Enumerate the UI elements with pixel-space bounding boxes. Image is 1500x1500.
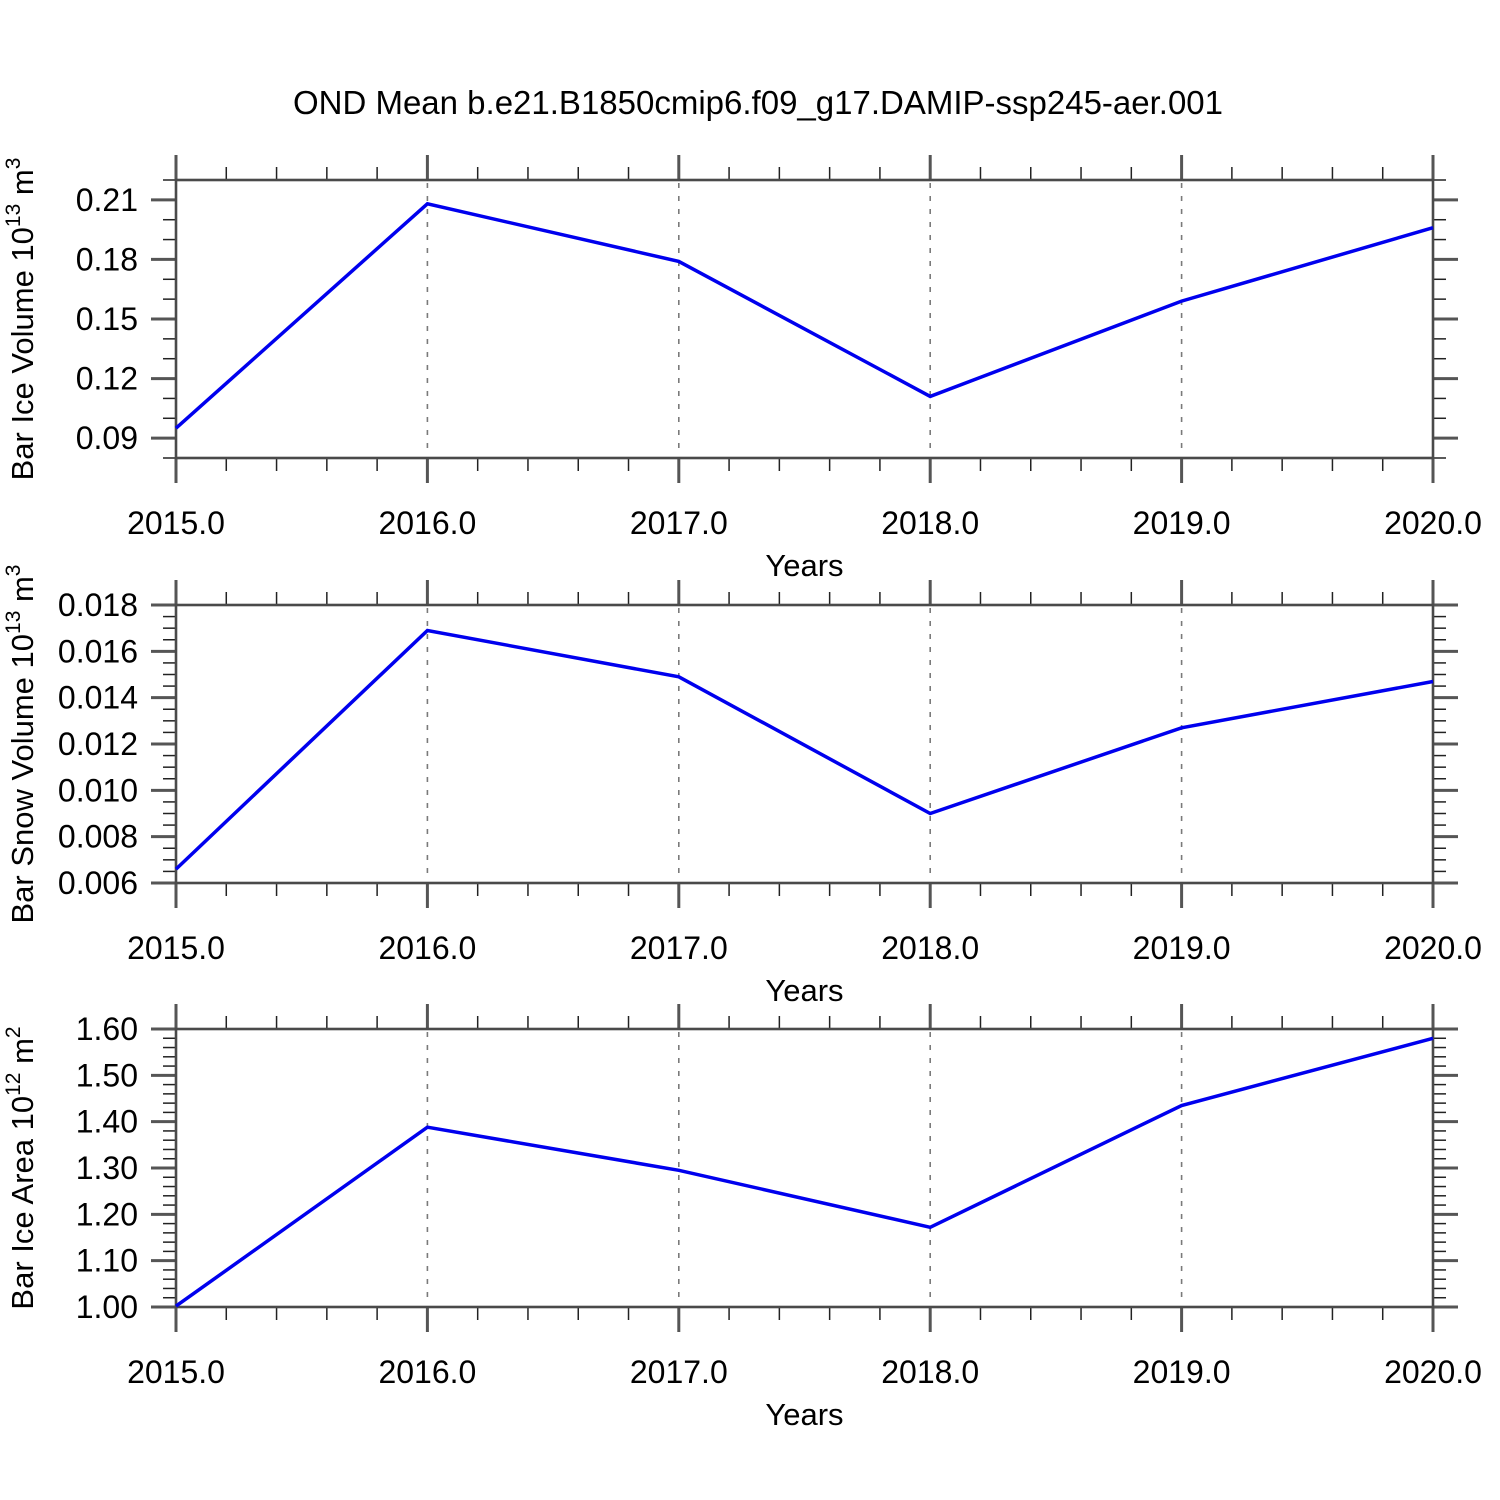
y-tick-label: 0.012 [58, 726, 138, 762]
plot-frame [174, 603, 1435, 885]
y-tick-label: 1.60 [76, 1011, 138, 1047]
x-axis-label: Years [765, 1397, 843, 1432]
y-tick-label: 0.12 [76, 361, 138, 397]
x-tick-label: 2015.0 [127, 1354, 225, 1390]
y-tick-label: 0.09 [76, 420, 138, 456]
x-tick-label: 2018.0 [881, 1354, 979, 1390]
plot-frame [174, 1027, 1435, 1309]
x-tick-label: 2019.0 [1133, 1354, 1231, 1390]
x-tick-label: 2015.0 [127, 930, 225, 966]
x-tick-label: 2020.0 [1384, 505, 1482, 541]
x-tick-label: 2019.0 [1133, 505, 1231, 541]
x-tick-label: 2017.0 [630, 1354, 728, 1390]
panel-ice-volume: 0.09 0.12 0.15 0.18 0.21 2015.0 2016.0 2017.0 20… [2, 155, 1482, 583]
x-tick-label: 2020.0 [1384, 1354, 1482, 1390]
x-tick-label: 2016.0 [378, 930, 476, 966]
y-axis-label: Bar Ice Area 1012 m2 [2, 1026, 40, 1309]
x-axis-label: Years [765, 973, 843, 1008]
x-tick-label: 2018.0 [881, 930, 979, 966]
y-tick-label: 0.18 [76, 241, 138, 277]
y-tick-label: 0.010 [58, 772, 138, 808]
y-tick-label: 1.20 [76, 1196, 138, 1232]
chart-title: OND Mean b.e21.B1850cmip6.f09_g17.DAMIP-… [292, 84, 1224, 121]
y-tick-label: 0.018 [58, 587, 138, 623]
plot-frame [174, 178, 1435, 460]
x-tick-label: 2016.0 [378, 505, 476, 541]
series-line-ice-area [174, 1036, 1434, 1308]
series-line-snow-volume [174, 628, 1434, 871]
x-axis-label: Years [765, 548, 843, 583]
panel-ice-area: 1.00 1.10 1.20 1.30 1.40 1.50 1.60 2015.0 2016.0… [2, 1004, 1482, 1432]
y-tick-label: 0.15 [76, 301, 138, 337]
y-tick-label: 1.30 [76, 1150, 138, 1186]
x-tick-label: 2019.0 [1133, 930, 1231, 966]
y-tick-label: 0.21 [76, 182, 138, 218]
x-tick-label: 2017.0 [630, 930, 728, 966]
y-tick-label: 1.50 [76, 1057, 138, 1093]
y-tick-label: 1.10 [76, 1243, 138, 1279]
y-tick-label: 0.006 [58, 865, 138, 901]
y-axis-label: Bar Snow Volume 1013 m3 [2, 565, 40, 924]
x-tick-label: 2016.0 [378, 1354, 476, 1390]
y-tick-label: 0.014 [58, 680, 138, 716]
x-tick-label: 2018.0 [881, 505, 979, 541]
panel-snow-volume: 0.006 0.008 0.010 0.012 0.014 0.016 0.018 2015.… [2, 565, 1482, 1009]
series-line-ice-volume [174, 201, 1434, 430]
y-tick-label: 0.008 [58, 819, 138, 855]
x-tick-label: 2020.0 [1384, 930, 1482, 966]
x-tick-label: 2017.0 [630, 505, 728, 541]
y-axis-label: Bar Ice Volume 1013 m3 [2, 158, 40, 481]
y-tick-label: 1.00 [76, 1289, 138, 1325]
x-tick-label: 2015.0 [127, 505, 225, 541]
y-tick-label: 1.40 [76, 1104, 138, 1140]
y-tick-label: 0.016 [58, 633, 138, 669]
